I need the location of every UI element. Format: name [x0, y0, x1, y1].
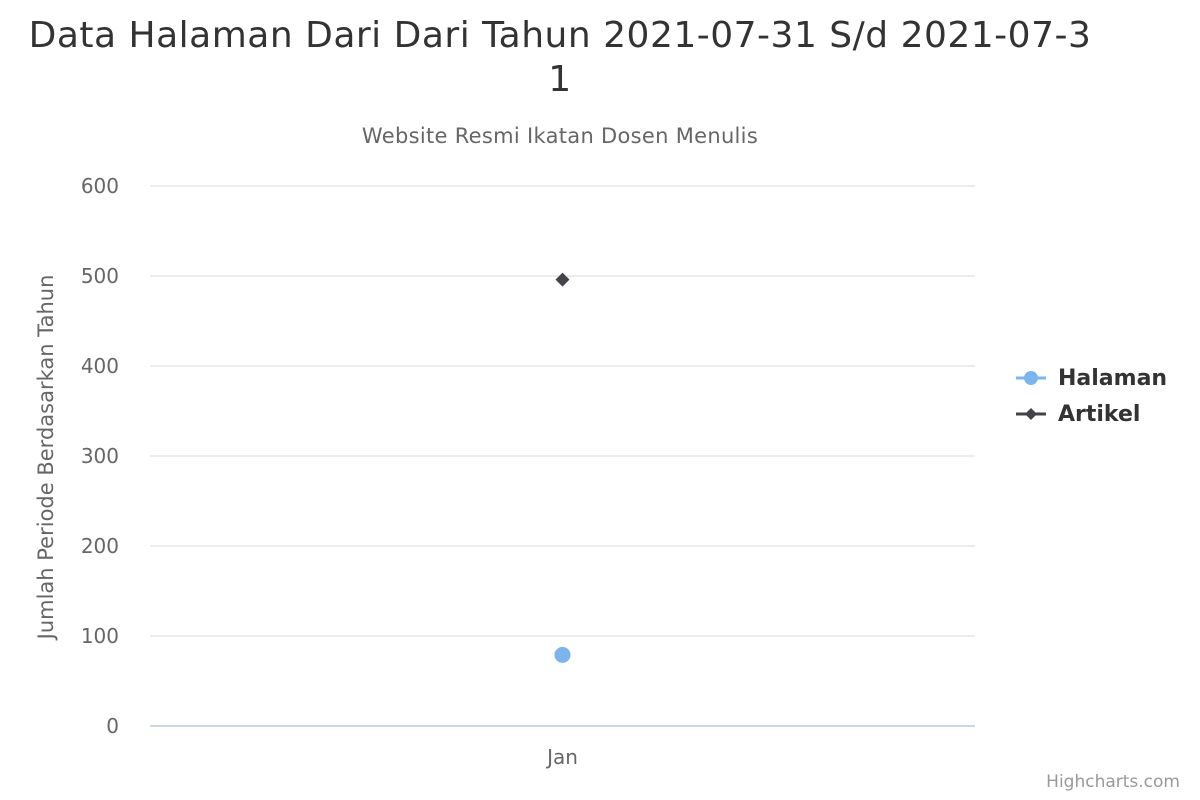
legend-item-artikel[interactable]: Artikel	[1014, 396, 1167, 432]
chart-title: Data Halaman Dari Dari Tahun 2021-07-31 …	[28, 15, 1092, 100]
y-tick-label: 600	[81, 174, 119, 198]
y-tick-label: 500	[81, 264, 119, 288]
legend-item-halaman[interactable]: Halaman	[1014, 360, 1167, 396]
legend-label: Artikel	[1058, 401, 1141, 427]
y-tick-label: 0	[106, 714, 119, 738]
series-layer	[554, 272, 571, 663]
x-tick-label: Jan	[545, 745, 578, 769]
y-tick-label: 100	[81, 624, 119, 648]
y-axis-ticks: 0 100 200 300 400 500 600	[81, 174, 119, 738]
chart-subtitle: Website Resmi Ikatan Dosen Menulis	[361, 124, 759, 148]
y-tick-label: 300	[81, 444, 119, 468]
point-artikel-jan[interactable]	[555, 272, 570, 287]
legend: Halaman Artikel	[1014, 360, 1167, 432]
grid-lines	[150, 185, 975, 727]
circle-marker-icon	[1016, 371, 1046, 385]
y-tick-label: 400	[81, 354, 119, 378]
y-tick-label: 200	[81, 534, 119, 558]
credits-link[interactable]: Highcharts.com	[1046, 772, 1180, 792]
y-axis-title: Jumlah Periode Berdasarkan Tahun	[34, 275, 58, 642]
legend-label: Halaman	[1058, 365, 1168, 391]
point-halaman-jan[interactable]	[554, 646, 571, 663]
x-axis-ticks: Jan	[545, 745, 578, 769]
diamond-marker-icon	[1016, 408, 1046, 420]
